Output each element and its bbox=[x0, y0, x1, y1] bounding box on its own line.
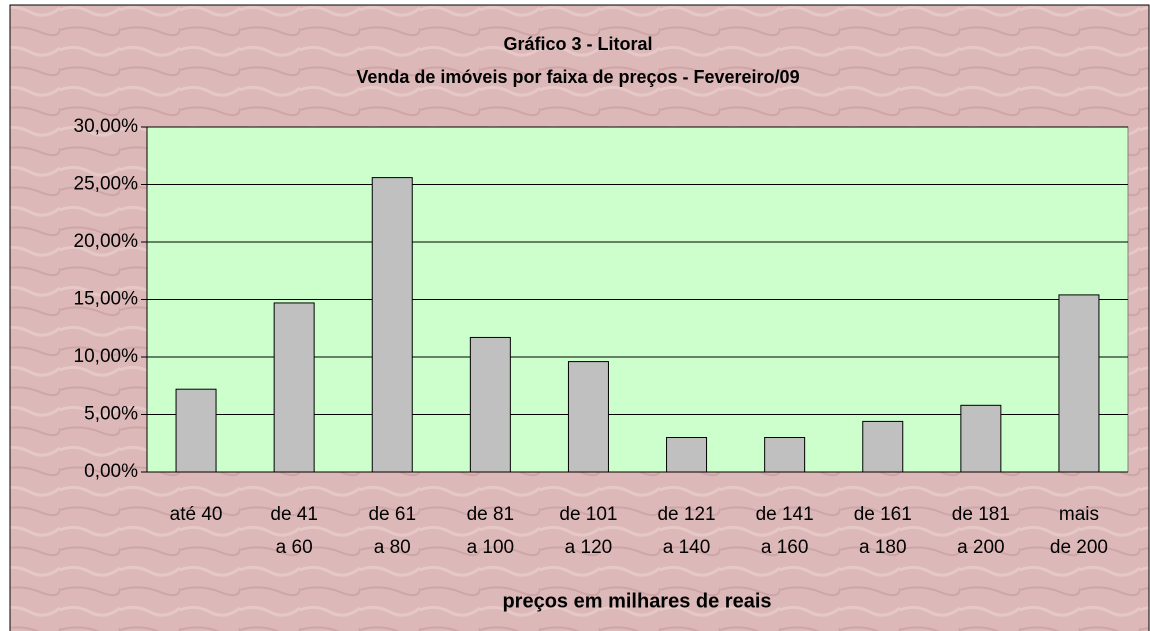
bar bbox=[371, 177, 413, 473]
x-tick-label: de 181 bbox=[952, 504, 1010, 525]
x-tick-label: a 60 bbox=[276, 537, 313, 558]
y-tick-label: 15,00% bbox=[74, 289, 139, 310]
x-tick-label: de 121 bbox=[657, 504, 715, 525]
bar bbox=[273, 302, 315, 473]
y-tick-label: 30,00% bbox=[74, 116, 139, 137]
bar bbox=[666, 437, 708, 473]
y-tick-label: 25,00% bbox=[74, 174, 139, 195]
x-axis-title: preços em milhares de reais bbox=[502, 590, 771, 612]
bar bbox=[960, 404, 1002, 473]
y-tick-label: 5,00% bbox=[84, 404, 138, 425]
x-tick-label: de 141 bbox=[756, 504, 814, 525]
chart-subtitle: Venda de imóveis por faixa de preços - F… bbox=[356, 67, 799, 87]
x-tick-label: até 40 bbox=[170, 504, 223, 525]
x-tick-label: mais bbox=[1059, 504, 1099, 525]
x-tick-label: a 140 bbox=[663, 537, 711, 558]
x-tick-label: a 80 bbox=[374, 537, 411, 558]
bar bbox=[567, 361, 609, 473]
bar bbox=[469, 336, 511, 473]
x-tick-label: a 100 bbox=[467, 537, 515, 558]
y-tick-label: 0,00% bbox=[84, 461, 138, 482]
x-tick-label: de 81 bbox=[467, 504, 515, 525]
x-tick-label: a 160 bbox=[761, 537, 809, 558]
bar bbox=[764, 437, 806, 473]
x-tick-label: de 61 bbox=[368, 504, 416, 525]
bar bbox=[1058, 294, 1100, 473]
x-tick-label: de 200 bbox=[1050, 537, 1108, 558]
bar bbox=[175, 388, 217, 473]
x-tick-label: a 120 bbox=[565, 537, 613, 558]
chart-title: Gráfico 3 - Litoral bbox=[503, 34, 652, 54]
x-tick-label: a 180 bbox=[859, 537, 907, 558]
y-tick-label: 10,00% bbox=[74, 346, 139, 367]
x-tick-label: de 101 bbox=[559, 504, 617, 525]
x-tick-label: de 41 bbox=[270, 504, 318, 525]
x-tick-label: a 200 bbox=[957, 537, 1005, 558]
x-tick-label: de 161 bbox=[854, 504, 912, 525]
y-tick-label: 20,00% bbox=[74, 231, 139, 252]
bar bbox=[862, 420, 904, 473]
